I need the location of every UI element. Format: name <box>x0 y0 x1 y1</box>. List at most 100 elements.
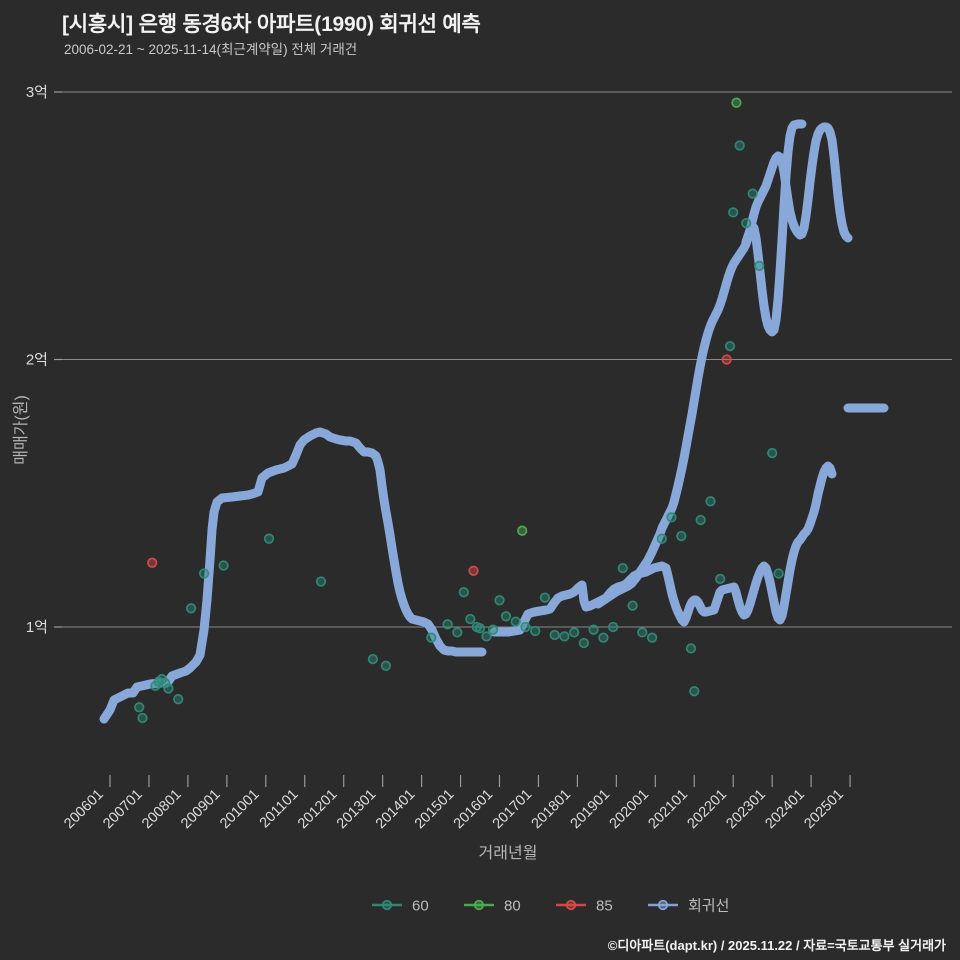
x-axis-tick-label: 201201 <box>295 787 341 833</box>
data-point-60 <box>510 616 521 627</box>
x-axis-tick-label: 201301 <box>334 787 380 833</box>
x-axis-tick-label: 201701 <box>490 787 536 833</box>
data-point-60 <box>539 592 551 603</box>
data-point-60 <box>666 512 677 523</box>
y-axis-tick-label: 3억 <box>26 84 48 101</box>
regression-line <box>99 427 487 724</box>
data-point-60 <box>705 496 716 507</box>
data-point-85 <box>468 565 479 576</box>
data-point-60 <box>617 562 628 574</box>
data-point-85 <box>147 557 158 568</box>
footer-credit: ©디아파트(dapt.kr) / 2025.11.22 / 자료=국토교통부 실… <box>607 938 946 953</box>
data-point-60 <box>163 683 174 694</box>
data-point-60 <box>767 447 778 459</box>
data-point-85 <box>721 354 732 365</box>
data-point-60 <box>724 340 736 352</box>
data-point-80 <box>731 97 742 108</box>
page-subtitle: 2006-02-21 ~ 2025-11-14(최근계약일) 전체 거래건 <box>64 42 358 57</box>
data-point-60 <box>685 643 697 654</box>
data-point-60 <box>715 573 726 585</box>
y-axis-labels: 1억 2억 3억 <box>26 84 48 636</box>
data-point-60 <box>754 260 765 272</box>
legend-swatch-marker-60 <box>381 899 393 911</box>
data-point-60 <box>481 631 492 642</box>
x-axis-tick-label: 201001 <box>217 787 263 833</box>
regression-line-mid <box>489 461 837 637</box>
data-point-60 <box>442 619 453 630</box>
x-axis-tick-label: 202001 <box>607 787 653 833</box>
data-point-60 <box>173 694 184 705</box>
x-axis-tick-label: 202501 <box>801 787 847 833</box>
y-axis-tick-label: 1억 <box>26 619 48 636</box>
data-point-60 <box>741 217 752 229</box>
data-point-60 <box>426 632 437 643</box>
data-point-60 <box>465 613 476 625</box>
data-point-60 <box>474 623 486 634</box>
x-axis-ticks <box>109 775 851 787</box>
x-axis-tick-label: 202301 <box>723 787 769 833</box>
data-point-60 <box>458 587 469 598</box>
legend-label-회귀선: 회귀선 <box>688 898 729 915</box>
data-point-60 <box>549 629 560 641</box>
x-axis-tick-label: 200701 <box>100 787 146 833</box>
x-axis-labels: 2006012007012008012009012010012011012012… <box>61 787 847 833</box>
data-point-60 <box>627 600 638 611</box>
gridlines <box>62 91 952 628</box>
legend-swatch-marker-회귀선 <box>657 899 669 911</box>
data-point-60 <box>734 140 745 151</box>
data-point-60 <box>676 530 687 542</box>
page-title: [시흥시] 은행 동경6차 아파트(1990) 회귀선 예측 <box>62 13 481 36</box>
data-point-60 <box>218 560 229 571</box>
x-axis-tick-label: 201801 <box>529 787 575 833</box>
data-point-60 <box>530 625 541 637</box>
y-axis-tick-label: 2억 <box>26 352 48 369</box>
regression-line-peak <box>741 119 807 337</box>
legend-label-85: 85 <box>596 898 613 915</box>
legend-swatch-marker-80 <box>473 899 485 911</box>
x-axis-tick-label: 202401 <box>762 787 808 833</box>
data-point-60 <box>367 653 379 665</box>
data-point-60 <box>137 712 148 724</box>
data-point-60 <box>559 631 570 642</box>
data-point-60 <box>380 660 392 671</box>
data-point-60 <box>198 568 210 579</box>
data-point-60 <box>578 637 590 649</box>
data-point-60 <box>263 533 275 544</box>
legend-label-80: 80 <box>504 898 521 915</box>
x-axis-tick-label: 201401 <box>373 787 419 833</box>
data-point-60 <box>160 678 171 689</box>
x-axis-title: 거래년월 <box>479 844 538 862</box>
data-point-60 <box>728 207 739 218</box>
data-point-60 <box>656 533 667 544</box>
data-point-60 <box>494 595 505 606</box>
data-point-60 <box>689 686 700 697</box>
x-axis-tick-label: 200901 <box>178 787 224 833</box>
data-point-60 <box>487 624 499 635</box>
data-point-60 <box>773 568 784 579</box>
data-point-60 <box>747 188 758 199</box>
data-point-60 <box>646 632 658 643</box>
data-point-60 <box>315 576 327 587</box>
data-point-60 <box>452 627 463 638</box>
x-axis-tick-label: 201101 <box>257 787 302 832</box>
legend-label-60: 60 <box>412 898 429 915</box>
x-axis-tick-label: 201501 <box>412 787 458 833</box>
x-axis-tick-label: 201901 <box>568 787 614 833</box>
x-axis-tick-label: 200601 <box>61 787 107 833</box>
data-point-60 <box>185 603 197 614</box>
data-point-60 <box>520 621 531 633</box>
data-point-60 <box>500 611 512 622</box>
x-axis-tick-label: 200801 <box>139 787 185 833</box>
chart-legend: 60 80 85 회귀선 <box>372 898 729 915</box>
scatter-series <box>134 97 784 724</box>
x-axis-tick-label: 202201 <box>684 787 730 833</box>
y-axis-title: 매매가(원) <box>12 395 30 465</box>
data-point-60 <box>598 632 609 643</box>
y-axis-ticks <box>54 91 62 628</box>
x-axis-tick-label: 202101 <box>646 787 692 833</box>
data-point-60 <box>569 627 580 638</box>
data-point-60 <box>588 624 599 635</box>
legend-swatch-marker-85 <box>565 899 577 911</box>
